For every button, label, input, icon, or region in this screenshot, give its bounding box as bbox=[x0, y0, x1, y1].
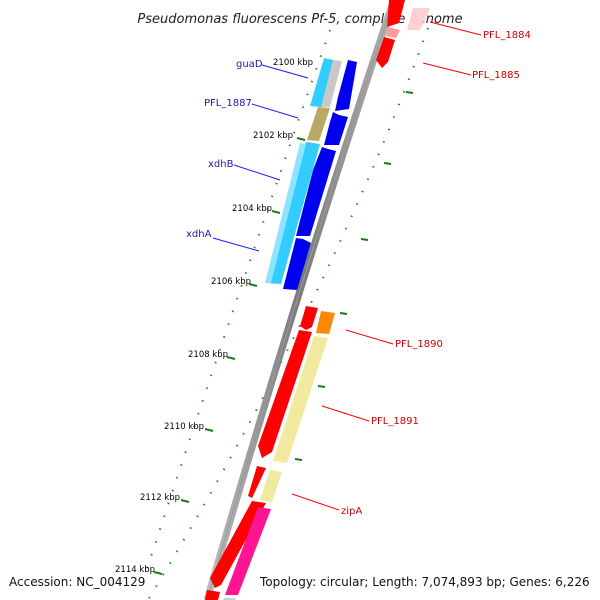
tick-label: 2100 kbp bbox=[273, 58, 313, 68]
tick-label: 2102 kbp bbox=[253, 131, 293, 141]
accession-text: Accession: NC_004129 bbox=[9, 575, 145, 589]
footer-left-bg bbox=[4, 572, 150, 592]
tick-label: 2112 kbp bbox=[140, 493, 180, 503]
gene-arrow-red-top bbox=[386, 27, 400, 38]
genome-backbone bbox=[203, 3, 396, 600]
gene-arrow bbox=[205, 590, 220, 600]
right-callouts bbox=[291, 21, 482, 511]
gene-arrow bbox=[296, 147, 336, 236]
right-cds-track bbox=[223, 8, 430, 600]
gene-label-xdhA: xdhA bbox=[186, 229, 212, 240]
gene-label-zipA: zipA bbox=[341, 506, 362, 517]
gene-label-PFL_1890: PFL_1890 bbox=[395, 339, 443, 350]
footer-right-bg bbox=[256, 572, 594, 592]
gene-label-PFL_1887: PFL_1887 bbox=[204, 98, 252, 109]
gene-bar-highlight bbox=[265, 143, 306, 283]
gene-bar-pink bbox=[225, 507, 271, 595]
gene-arrow-PFL_1885 bbox=[376, 37, 395, 68]
genome-backbone-edge bbox=[206, 4, 393, 600]
gene-arrow bbox=[283, 238, 311, 290]
gene-arrow bbox=[248, 466, 266, 498]
gene-bar-PFL_1887 bbox=[307, 107, 330, 141]
gene-label-PFL_1884: PFL_1884 bbox=[483, 30, 531, 41]
gene-label-guaD: guaD bbox=[236, 59, 263, 70]
gene-label-PFL_1885: PFL_1885 bbox=[472, 70, 520, 81]
gene-bar-grey bbox=[320, 60, 342, 107]
tick-label: 2110 kbp bbox=[164, 422, 204, 432]
reverse-strand-genes bbox=[283, 60, 357, 290]
topology-text: Topology: circular; Length: 7,074,893 bp… bbox=[259, 575, 590, 589]
gene-label-PFL_1891: PFL_1891 bbox=[371, 416, 419, 427]
tick-label: 2106 kbp bbox=[211, 277, 251, 287]
gene-arrow bbox=[258, 330, 312, 458]
gene-bar-guaD bbox=[310, 58, 333, 107]
forward-strand-genes bbox=[205, 0, 405, 600]
tick-label: 2104 kbp bbox=[232, 204, 272, 214]
scale-tick-labels: 2100 kbp 2102 kbp 2104 kbp 2106 kbp 2108… bbox=[115, 58, 313, 575]
outer-ring-ticks bbox=[294, 91, 414, 461]
gene-label-xdhB: xdhB bbox=[208, 159, 234, 170]
gene-bar-pink-top bbox=[407, 8, 430, 30]
gene-bar-zipA bbox=[260, 470, 282, 502]
map-title: Pseudomonas fluorescens Pf-5, complete g… bbox=[137, 12, 462, 27]
left-callouts bbox=[212, 64, 309, 252]
gene-bar-PFL_1891 bbox=[273, 336, 328, 463]
gene-arrow bbox=[324, 112, 348, 145]
tick-label: 2108 kbp bbox=[188, 350, 228, 360]
gene-arrow bbox=[335, 60, 357, 111]
gene-bar-PFL_1890 bbox=[316, 311, 335, 334]
gene-arrow-PFL_1890 bbox=[300, 306, 318, 330]
gene-arrow bbox=[210, 501, 266, 588]
gene-arrow-PFL_1884 bbox=[387, 0, 405, 27]
tick-label: 2114 kbp bbox=[115, 565, 155, 575]
outer-dotted-ring bbox=[147, 27, 429, 600]
left-cds-track bbox=[265, 58, 342, 284]
